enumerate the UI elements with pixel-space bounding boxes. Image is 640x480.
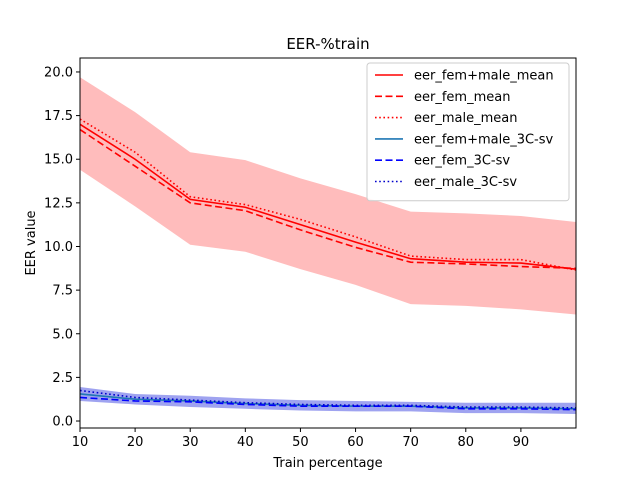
band-fem+male_mean_band bbox=[80, 77, 576, 315]
x-tick-label: 10 bbox=[72, 435, 89, 450]
x-tick-label: 40 bbox=[237, 435, 254, 450]
line-eer_fem_mean bbox=[79, 128, 577, 270]
x-axis-label: Train percentage bbox=[272, 456, 382, 471]
y-tick-label: 15.0 bbox=[44, 153, 73, 168]
legend-label: eer_fem+male_3C-sv bbox=[414, 132, 554, 147]
y-tick-label: 12.5 bbox=[44, 196, 73, 211]
series-lines bbox=[79, 118, 577, 411]
x-tick-label: 80 bbox=[458, 435, 475, 450]
x-tick-label: 50 bbox=[292, 435, 309, 450]
legend-box bbox=[366, 62, 570, 202]
y-tick-label: 2.5 bbox=[52, 371, 73, 386]
x-tick-label: 20 bbox=[127, 435, 144, 450]
x-tick-label: 60 bbox=[347, 435, 364, 450]
y-tick-label: 10.0 bbox=[44, 240, 73, 255]
line-eer_fem+male_mean bbox=[79, 123, 577, 270]
legend-label: eer_fem_mean bbox=[414, 90, 510, 105]
y-tick-label: 20.0 bbox=[44, 65, 73, 80]
legend-label: eer_fem_3C-sv bbox=[414, 154, 510, 169]
x-tick-label: 30 bbox=[182, 435, 199, 450]
line-eer_male_3C-sv bbox=[79, 389, 577, 409]
y-axis-ticks: 0.0 2.5 5.0 7.5 10.0 12.5 15.0 17.5 20.0 bbox=[44, 65, 80, 430]
x-tick-label: 90 bbox=[513, 435, 530, 450]
y-axis-label: EER value bbox=[24, 210, 39, 275]
x-axis-ticks: 10 20 30 40 50 60 70 80 90 bbox=[72, 428, 529, 450]
plot-frame bbox=[79, 57, 577, 429]
chart-title: EER-%train bbox=[286, 35, 369, 53]
line-eer_fem_3C-sv bbox=[79, 396, 577, 411]
y-tick-label: 17.5 bbox=[44, 109, 73, 124]
x-tick-label: 70 bbox=[402, 435, 419, 450]
legend-label: eer_fem+male_mean bbox=[414, 69, 554, 84]
y-tick-label: 7.5 bbox=[52, 284, 73, 299]
y-tick-label: 0.0 bbox=[52, 415, 73, 430]
legend-label: eer_male_mean bbox=[414, 111, 517, 126]
legend-label: eer_male_3C-sv bbox=[414, 175, 517, 190]
legend: eer_fem+male_mean eer_fem_mean eer_male_me… bbox=[366, 62, 570, 202]
y-tick-label: 5.0 bbox=[52, 327, 73, 342]
